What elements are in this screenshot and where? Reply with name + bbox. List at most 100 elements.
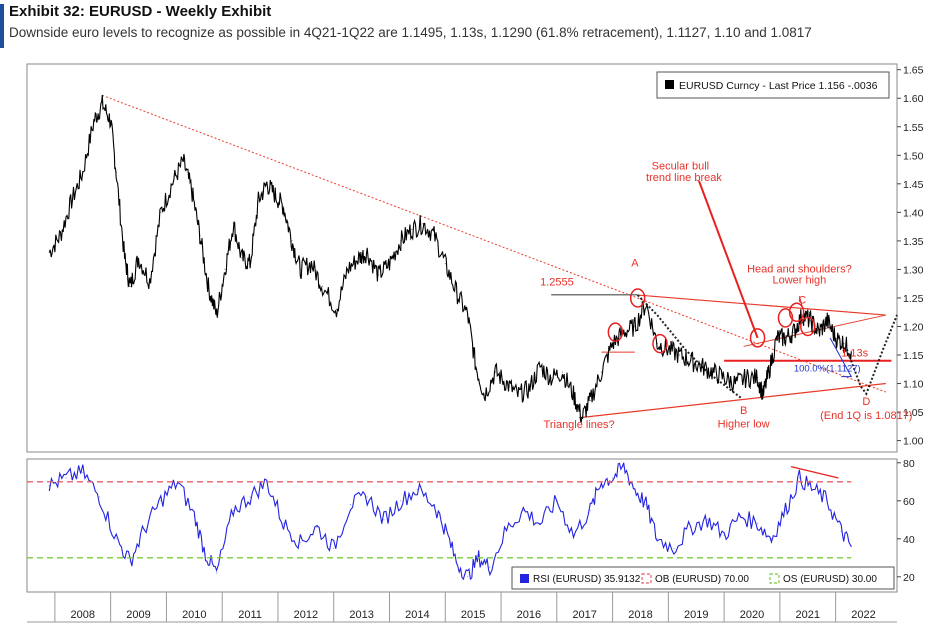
price-y-tick-label: 1.15 <box>903 350 924 362</box>
rsi-point <box>232 509 234 511</box>
price-point <box>623 331 625 333</box>
price-y-tick-label: 1.60 <box>903 93 924 105</box>
rsi-point <box>455 561 458 563</box>
price-point <box>93 120 95 122</box>
rsi-point <box>623 466 625 468</box>
eurusd-price-line <box>48 94 852 424</box>
price-point <box>826 320 828 322</box>
price-point <box>224 268 226 271</box>
price-point <box>400 240 402 242</box>
price-y-tick-label: 1.50 <box>903 150 924 162</box>
rsi-point <box>740 515 742 517</box>
rsi-point <box>539 523 541 525</box>
exhibit-subtitle: Downside euro levels to recognize as pos… <box>9 25 812 40</box>
rsi-point <box>656 538 658 540</box>
label-a: A <box>631 258 639 270</box>
rsi-point <box>366 496 368 498</box>
rsi-legend-swatch <box>520 574 529 583</box>
pattern-circle <box>652 333 668 354</box>
price-point <box>257 200 260 202</box>
price-point <box>129 285 131 288</box>
pattern-circle <box>607 322 624 342</box>
price-point <box>768 371 770 373</box>
price-point <box>207 285 209 288</box>
price-point <box>123 257 126 259</box>
price-point <box>843 342 845 345</box>
rsi-line <box>48 462 852 581</box>
label-d: D <box>862 396 870 408</box>
rsi-y-tick-label: 20 <box>903 572 915 584</box>
rsi-point <box>444 528 446 530</box>
hs-arrow <box>798 296 803 307</box>
price-point <box>82 171 84 174</box>
rsi-point <box>572 534 575 536</box>
rsi-legend-text: RSI (EURUSD) 35.9132 <box>533 574 641 585</box>
rsi-point <box>506 528 508 530</box>
price-point <box>850 350 852 353</box>
price-point <box>249 263 251 265</box>
pattern-circle <box>800 316 816 337</box>
price-point <box>550 377 552 379</box>
label-1-2555: 1.2555 <box>540 276 574 288</box>
secular-trend-line <box>102 94 887 393</box>
rsi-panel: 20 40 60 80 RSI (EURUSD) 35.9132 OB (EURUSD) … <box>26 458 915 593</box>
price-point <box>347 268 349 271</box>
price-point <box>310 263 313 265</box>
x-tick-label: 2018 <box>628 609 652 621</box>
price-y-tick-label: 1.30 <box>903 264 924 276</box>
price-point <box>734 382 736 385</box>
price-point <box>216 314 218 316</box>
rsi-point <box>316 526 318 529</box>
price-panel: 1.00 1.05 1.10 1.15 1.20 1.25 1.30 1.35 1.40 1.45… <box>26 63 924 453</box>
price-point <box>48 251 50 253</box>
x-tick-label: 2008 <box>71 609 95 621</box>
triangle-upper-line <box>637 294 886 316</box>
rsi-point <box>204 553 207 555</box>
price-point <box>835 337 837 339</box>
x-tick-label: 2019 <box>684 609 708 621</box>
rsi-point <box>299 542 301 544</box>
label-triangle: Triangle lines? <box>544 419 615 431</box>
price-point <box>581 417 583 419</box>
price-point <box>475 365 477 368</box>
price-point <box>466 314 469 316</box>
rsi-point <box>784 509 787 511</box>
rsi-point <box>48 485 50 487</box>
title-accent-bar <box>0 4 4 48</box>
price-point <box>299 268 301 271</box>
price-legend-swatch <box>665 80 674 89</box>
price-point <box>712 371 714 373</box>
x-tick-label: 2017 <box>572 609 596 621</box>
price-point <box>656 342 658 345</box>
price-point <box>110 120 112 122</box>
rsi-y-tick-label: 40 <box>903 534 915 546</box>
rsi-point <box>333 547 335 549</box>
price-point <box>377 274 379 276</box>
x-tick-label: 2013 <box>349 609 373 621</box>
price-point <box>667 348 669 350</box>
price-point <box>388 263 391 265</box>
x-tick-label: 2022 <box>851 609 875 621</box>
x-tick-label: 2011 <box>238 609 262 621</box>
x-tick-label: 2021 <box>796 609 820 621</box>
price-y-tick-label: 1.65 <box>903 65 924 77</box>
price-point <box>232 223 234 225</box>
label-c: C <box>798 295 806 307</box>
price-point <box>494 371 497 373</box>
x-tick-label: 2012 <box>294 609 318 621</box>
price-point <box>71 200 73 202</box>
price-point <box>274 194 276 196</box>
rsi-point <box>193 515 195 517</box>
pattern-circle <box>749 328 766 348</box>
label-b: B <box>740 405 747 417</box>
pattern-circle <box>629 288 646 308</box>
rsi-point <box>850 545 852 548</box>
price-point <box>433 234 435 236</box>
price-point <box>678 354 681 356</box>
price-point <box>483 394 485 396</box>
rsi-point <box>82 471 84 473</box>
rsi-point <box>249 496 251 498</box>
price-legend-box <box>656 71 890 99</box>
price-point <box>517 394 519 396</box>
rsi-point <box>65 477 67 479</box>
